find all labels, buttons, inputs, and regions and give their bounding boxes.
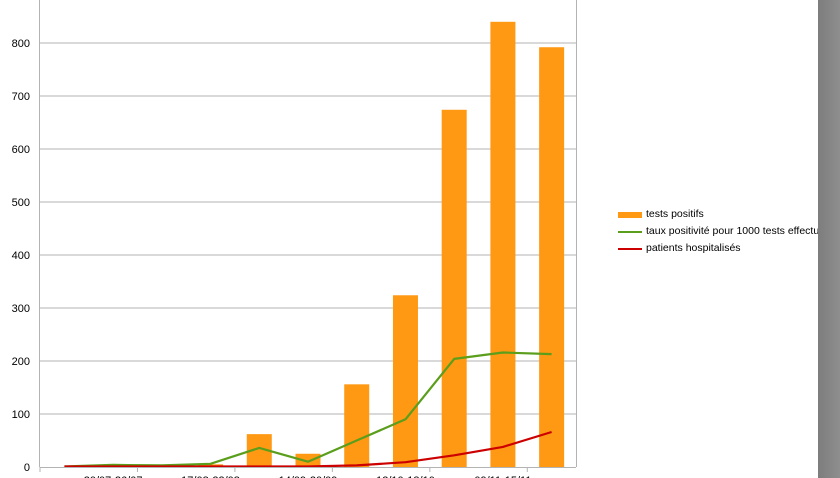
y-tick-label: 600 (12, 144, 30, 156)
bar (295, 453, 321, 467)
bar (344, 384, 370, 467)
bar (392, 295, 418, 467)
x-tick-label: 12/10-18/10 (376, 475, 435, 478)
line-series (64, 351, 552, 468)
legend-label: patients hospitalisés (646, 242, 741, 254)
x-tick-label: 17/08-23/08 (181, 475, 240, 478)
y-tick-label: 800 (12, 38, 30, 50)
bar (539, 47, 565, 468)
axes (39, 0, 577, 472)
series-line (64, 430, 552, 468)
legend-swatch-line (618, 247, 642, 250)
gridlines (40, 42, 576, 415)
legend-label: tests positifs (646, 208, 704, 220)
legend-item-patients-hospitalises: patients hospitalisés (618, 240, 830, 257)
y-tick-label: 0 (24, 462, 30, 474)
x-tick-label: 14/09-20/09 (279, 475, 338, 478)
bar (441, 109, 467, 467)
y-tick-label: 500 (12, 197, 30, 209)
y-tick-label: 400 (12, 250, 30, 262)
legend-item-tests-positifs: tests positifs (618, 206, 830, 223)
y-tick-label: 100 (12, 409, 30, 421)
y-tick-label: 700 (12, 91, 30, 103)
bar-series (100, 21, 565, 468)
window-edge-gutter (818, 0, 840, 478)
legend-swatch-line (618, 230, 642, 233)
legend-item-taux-positivite: taux positivité pour 1000 tests effectué… (618, 223, 830, 240)
y-axis-tick-labels: 0 100 200 300 400 500 600 700 800 (12, 38, 30, 474)
x-axis-tick-labels: 20/07-26/07 17/08-23/08 14/09-20/09 12/10-1… (84, 475, 532, 478)
x-tick-label: 20/07-26/07 (84, 475, 143, 478)
bar (490, 21, 516, 468)
legend-swatch-bar (618, 211, 642, 218)
series-line (64, 351, 552, 468)
y-tick-label: 300 (12, 303, 30, 315)
legend-label: taux positivité pour 1000 tests effectué… (646, 225, 831, 237)
x-tick-label: 09/11-15/11 (474, 475, 531, 478)
y-tick-label: 200 (12, 356, 30, 368)
chart-legend: tests positifs taux positivité pour 1000… (618, 206, 830, 257)
